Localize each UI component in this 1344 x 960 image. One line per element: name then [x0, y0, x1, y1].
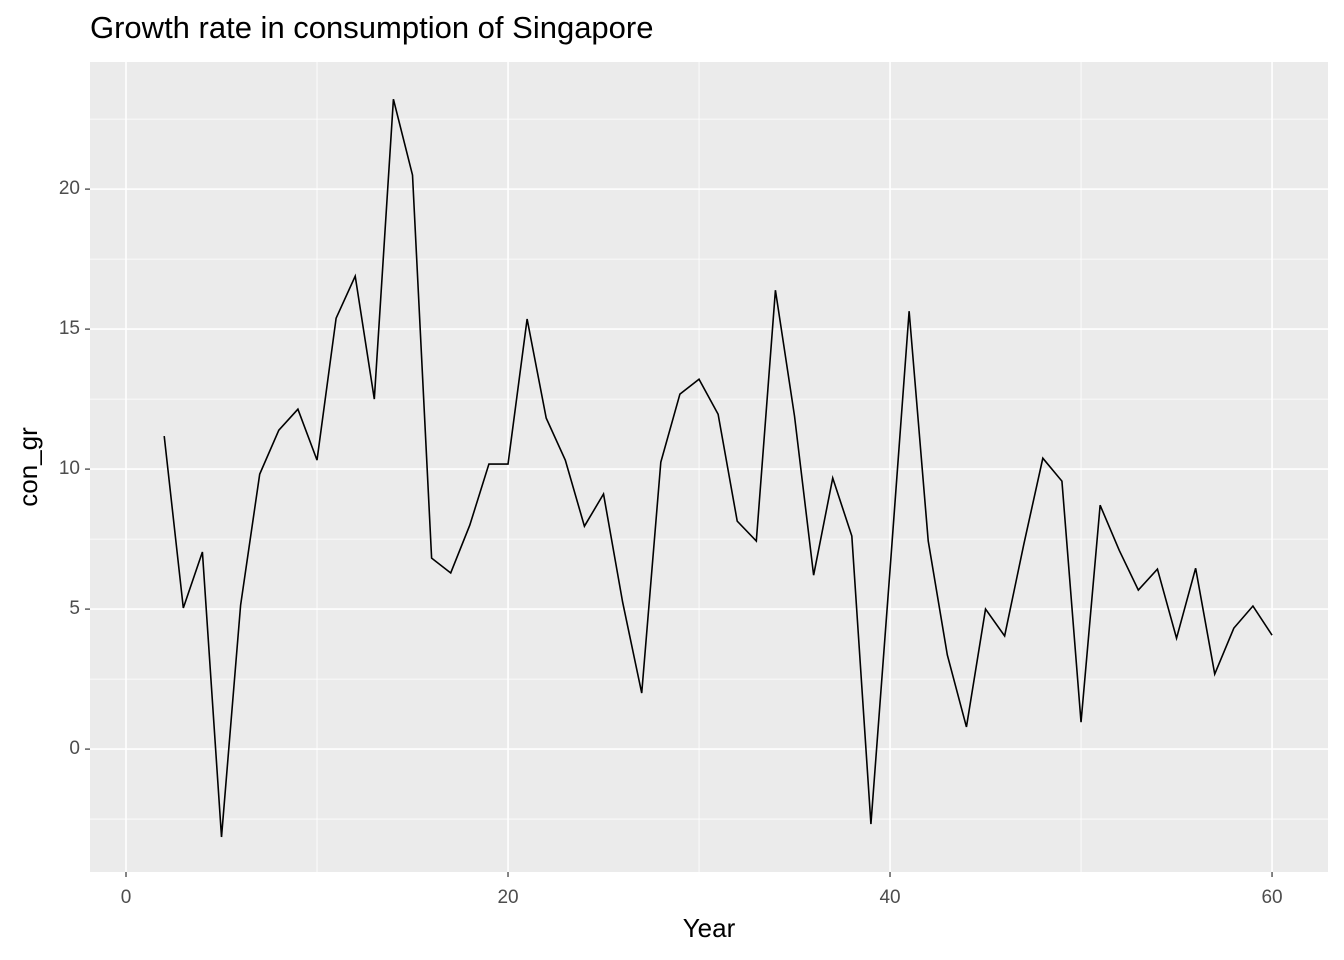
x-tick-label: 60 [1261, 887, 1282, 908]
y-axis-title: con_gr [13, 427, 43, 507]
x-tick-label: 0 [121, 887, 132, 908]
y-tick-label: 5 [69, 598, 80, 619]
y-tick-label: 0 [69, 738, 80, 759]
y-tick-label: 20 [59, 178, 80, 199]
x-axis-title: Year [683, 913, 736, 943]
x-tick-label: 40 [879, 887, 900, 908]
y-tick-label: 15 [59, 318, 80, 339]
plot-panel [90, 62, 1328, 872]
y-tick-label: 10 [59, 458, 80, 479]
chart-title: Growth rate in consumption of Singapore [90, 10, 653, 45]
line [163, 99, 1273, 838]
x-tick-label: 20 [497, 887, 518, 908]
